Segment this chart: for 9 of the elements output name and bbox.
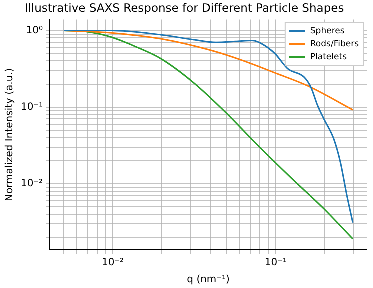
- y-tick-label: 10⁻¹: [20, 102, 44, 113]
- y-tick-label: 10⁻²: [20, 178, 44, 190]
- y-axis-title: Normalized Intensity (a.u.): [4, 68, 16, 202]
- legend-label: Spheres: [310, 26, 346, 37]
- legend-label: Platelets: [310, 52, 348, 63]
- y-tick-label: 10⁰: [26, 25, 44, 36]
- legend-label: Rods/Fibers: [310, 40, 360, 50]
- chart-title: Illustrative SAXS Response for Different Particle Shapes: [24, 0, 344, 15]
- x-axis-title: q (nm⁻¹): [187, 274, 230, 286]
